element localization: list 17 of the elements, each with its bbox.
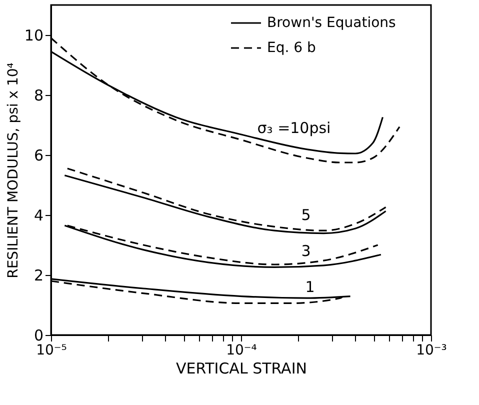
legend-label: Brown's Equations	[267, 15, 396, 31]
y-tick-label: 8	[34, 86, 44, 104]
y-tick-label: 4	[34, 206, 44, 224]
legend-label: Eq. 6 b	[267, 40, 316, 56]
y-tick-label: 2	[34, 266, 44, 284]
x-tick-label: 10⁻⁴	[226, 342, 258, 358]
annotation: σ₃ =10psi	[257, 119, 331, 137]
y-tick-label: 6	[34, 146, 44, 164]
annotation: 1	[305, 278, 315, 296]
annotation: 3	[301, 242, 311, 260]
y-tick-label: 10	[24, 26, 44, 44]
y-axis-title: RESILIENT MODULUS, psi x 10⁴	[5, 62, 22, 278]
x-axis-title: VERTICAL STRAIN	[176, 360, 307, 378]
annotation: 5	[301, 206, 311, 224]
x-tick-label: 10⁻³	[416, 342, 447, 358]
y-tick-label: 0	[34, 326, 44, 344]
x-tick-label: 10⁻⁵	[36, 342, 67, 358]
